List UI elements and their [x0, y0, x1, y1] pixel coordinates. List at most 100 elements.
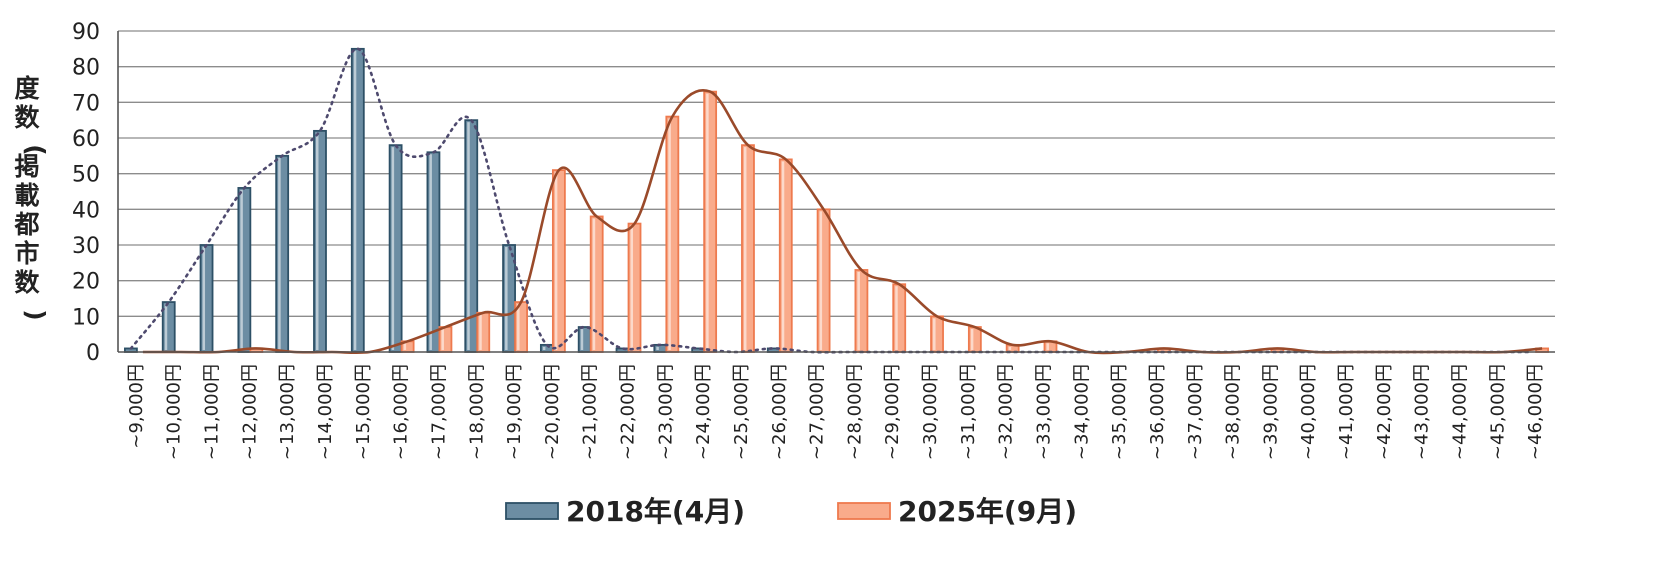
- x-tick-label: ~42,000円: [1374, 364, 1395, 460]
- y-tick-label: 10: [72, 305, 100, 330]
- x-tick-label: ~39,000円: [1260, 364, 1281, 460]
- y-tick-label: 0: [86, 341, 100, 366]
- bar-2025-rect: [854, 269, 869, 353]
- x-tick-label: ~30,000円: [920, 364, 941, 460]
- y-axis-label-char: (: [21, 144, 50, 155]
- bar-2025: [703, 90, 718, 353]
- x-tick-label: ~40,000円: [1298, 364, 1319, 460]
- x-tick-label: ~28,000円: [844, 364, 865, 460]
- x-tick-label: ~25,000円: [731, 364, 752, 460]
- trend-line-2025: [142, 89, 1543, 355]
- y-tick-label: 30: [72, 234, 100, 259]
- bar-2025: [892, 283, 907, 353]
- bar-2018-rect: [350, 47, 365, 353]
- x-tick-label: ~34,000円: [1071, 364, 1092, 460]
- bar-2018: [426, 151, 441, 353]
- x-tick-label: ~45,000円: [1487, 364, 1508, 460]
- x-tick-label: ~41,000円: [1336, 364, 1357, 460]
- bar-2018-highlight: [542, 346, 546, 350]
- bar-2018-highlight: [278, 157, 281, 350]
- x-tick-label: ~19,000円: [504, 364, 525, 460]
- trend-line-2018: [129, 47, 1532, 354]
- bar-2025-highlight: [479, 314, 482, 350]
- bar-2018: [350, 47, 365, 353]
- x-tick-label: ~15,000円: [353, 364, 374, 460]
- x-tick-label: ~12,000円: [239, 364, 260, 460]
- bar-2025-rect: [967, 326, 982, 353]
- bar-2025: [854, 269, 869, 353]
- grid-lines: [118, 30, 1555, 317]
- bar-2025-highlight: [970, 329, 974, 350]
- bar-2025: [627, 222, 642, 353]
- axes: 0 10 20 30 40 50 60 70 80 90 ~9,000円 ~10,000円 ~11,00…: [72, 20, 1555, 460]
- bar-2018-highlight: [429, 154, 432, 350]
- bar-2025-highlight: [441, 329, 444, 350]
- bar-2025: [741, 144, 755, 353]
- bar-2025-highlight: [706, 93, 709, 350]
- x-tick-label: ~14,000円: [315, 364, 336, 460]
- bar-2025-highlight: [819, 211, 823, 350]
- bar-2018-highlight: [391, 147, 395, 350]
- bar-2025: [778, 158, 793, 353]
- bar-2025: [438, 326, 453, 353]
- bar-2025-rect: [551, 169, 566, 353]
- legend-label: 2025年(9月): [898, 495, 1077, 528]
- bars: [124, 47, 1549, 353]
- y-tick-label: 20: [72, 270, 100, 295]
- y-tick-label: 60: [72, 127, 100, 152]
- bar-2025-highlight: [554, 172, 558, 350]
- legend: 2018年(4月) 2025年(9月): [505, 495, 1077, 528]
- y-axis-label-char: 度: [14, 74, 39, 103]
- bar-2025: [967, 326, 982, 353]
- bar-2018-highlight: [202, 247, 206, 350]
- y-axis-label-char: ): [21, 309, 50, 320]
- bar-2025-highlight: [403, 343, 407, 350]
- bar-2025-rect: [627, 222, 642, 353]
- bar-2018: [237, 187, 252, 353]
- bar-2025-highlight: [857, 271, 860, 350]
- x-tick-label: ~31,000円: [958, 364, 979, 460]
- bar-2018-highlight: [467, 122, 470, 351]
- bar-2018-highlight: [580, 329, 584, 350]
- legend-item: 2025年(9月): [837, 495, 1077, 528]
- bar-2025-highlight: [1046, 343, 1049, 350]
- bar-2025-highlight: [517, 304, 520, 350]
- bar-2025-rect: [703, 90, 718, 353]
- bar-2025-rect: [778, 158, 793, 353]
- x-tick-label: ~9,000円: [126, 364, 147, 449]
- bar-2018-rect: [388, 144, 403, 353]
- x-tick-label: ~36,000円: [1147, 364, 1168, 460]
- bar-2025: [930, 315, 944, 353]
- bar-2018: [313, 129, 327, 353]
- x-tick-label: ~16,000円: [391, 364, 412, 460]
- bar-2025: [816, 208, 831, 353]
- bar-2025-highlight: [933, 318, 936, 350]
- x-tick-label: ~33,000円: [1033, 364, 1054, 460]
- bar-2025-highlight: [743, 147, 747, 350]
- bar-2025-rect: [892, 283, 907, 353]
- bar-2025-highlight: [668, 118, 671, 350]
- bar-2018-rect: [199, 244, 214, 353]
- bar-2018-highlight: [656, 346, 659, 350]
- bar-2018-highlight: [164, 304, 168, 350]
- bar-2018: [275, 154, 290, 353]
- bar-2025-highlight: [630, 225, 634, 350]
- bar-2025-highlight: [1008, 346, 1012, 350]
- bar-2025: [551, 169, 566, 353]
- y-axis-label-char: 数: [14, 103, 40, 132]
- bar-2018: [199, 244, 214, 353]
- x-tick-label: ~24,000円: [693, 364, 714, 460]
- bar-2025-highlight: [592, 218, 596, 350]
- x-tick-label: ~46,000円: [1525, 364, 1546, 460]
- bar-2018-rect: [275, 154, 290, 353]
- y-tick-label: 40: [72, 198, 100, 223]
- bar-2018-rect: [313, 129, 327, 353]
- bar-2018-rect: [426, 151, 441, 353]
- legend-label: 2018年(4月): [566, 495, 745, 528]
- x-tick-label: ~35,000円: [1109, 364, 1130, 460]
- bar-2025-highlight: [781, 161, 785, 350]
- x-tick-label: ~43,000円: [1412, 364, 1433, 460]
